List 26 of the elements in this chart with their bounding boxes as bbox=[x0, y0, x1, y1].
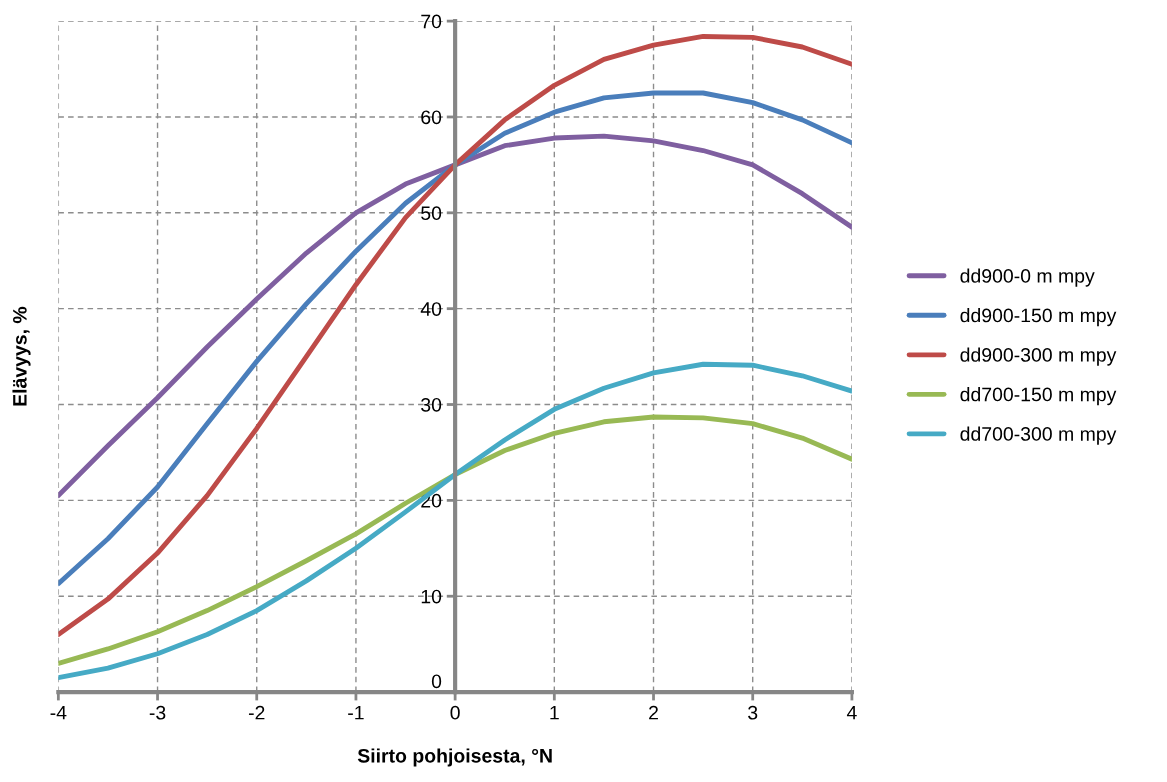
legend-label: dd700-300 m mpy bbox=[960, 426, 1117, 445]
x-tick-label: 1 bbox=[550, 705, 559, 720]
x-tick-label: -2 bbox=[248, 705, 265, 720]
y-tick-label: 0 bbox=[431, 674, 442, 689]
x-tick-label: 2 bbox=[649, 705, 658, 720]
y-tick-label: 40 bbox=[420, 302, 442, 316]
legend-label: dd900-0 m mpy bbox=[960, 268, 1095, 287]
y-tick-label: 50 bbox=[421, 206, 442, 221]
x-tick-label: 4 bbox=[846, 705, 857, 720]
x-tick-label: 0 bbox=[450, 705, 460, 720]
x-tick-label: -1 bbox=[348, 705, 364, 720]
y-axis-title: Elävyys, % bbox=[12, 306, 31, 406]
line-series bbox=[58, 90, 852, 587]
x-tick-label: -4 bbox=[50, 705, 67, 720]
y-tick-label: 10 bbox=[421, 589, 442, 604]
legend-label: dd900-150 m mpy bbox=[960, 308, 1117, 327]
line-series bbox=[58, 414, 852, 666]
y-tick-label: 70 bbox=[421, 14, 442, 29]
line-series bbox=[58, 34, 852, 637]
y-tick-label: 30 bbox=[421, 397, 442, 412]
x-tick-label: 3 bbox=[748, 705, 758, 720]
legend-label: dd900-300 m mpy bbox=[960, 347, 1117, 366]
x-axis-title: Siirto pohjoisesta, °N bbox=[357, 748, 552, 767]
x-tick-label: -3 bbox=[149, 705, 166, 720]
legend-label: dd700-150 m mpy bbox=[960, 387, 1117, 406]
y-tick-label: 60 bbox=[421, 110, 442, 125]
